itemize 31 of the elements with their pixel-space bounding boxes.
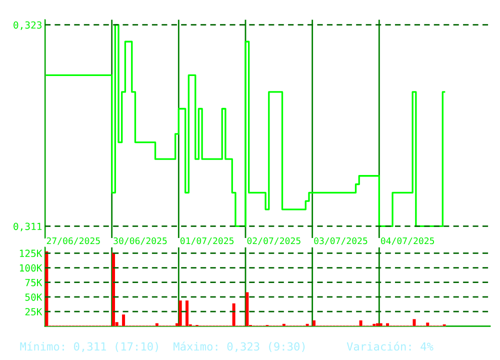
bar [45,251,48,326]
bar [379,323,382,326]
bar [122,314,126,326]
y-tick-label: 25K [25,308,42,316]
x-tick-label: 01/07/2025 [180,237,234,245]
bar [232,303,236,326]
bar [246,292,249,326]
bar [426,322,430,326]
bar [376,323,379,326]
x-tick-label: 03/07/2025 [314,237,368,245]
bar [386,323,390,326]
text: Máximo: 0,323 (9:30) [174,342,305,352]
x-tick-label: 02/07/2025 [247,237,300,245]
x-tick-label: 27/06/2025 [46,237,100,245]
y-tick-label: 0,311 [14,222,42,232]
bar [359,320,362,326]
y-tick-label: 75K [25,278,42,286]
x-tick-label: 30/06/2025 [114,237,167,245]
y-tick-label: 125K [20,250,42,258]
bar [186,300,189,326]
bar [155,323,158,326]
x-tick-label: 04/07/2025 [380,237,434,245]
bar [178,300,182,326]
y-tick-label: 50K [25,293,42,301]
text: Variación: 4% [346,342,434,351]
y-tick-label: 0,323 [14,21,42,30]
text: Mínimo: 0,311 (17:10) [20,342,158,352]
bar [112,252,116,326]
y-tick-label: 100K [20,264,42,272]
bar [312,320,316,326]
bar [412,319,416,326]
